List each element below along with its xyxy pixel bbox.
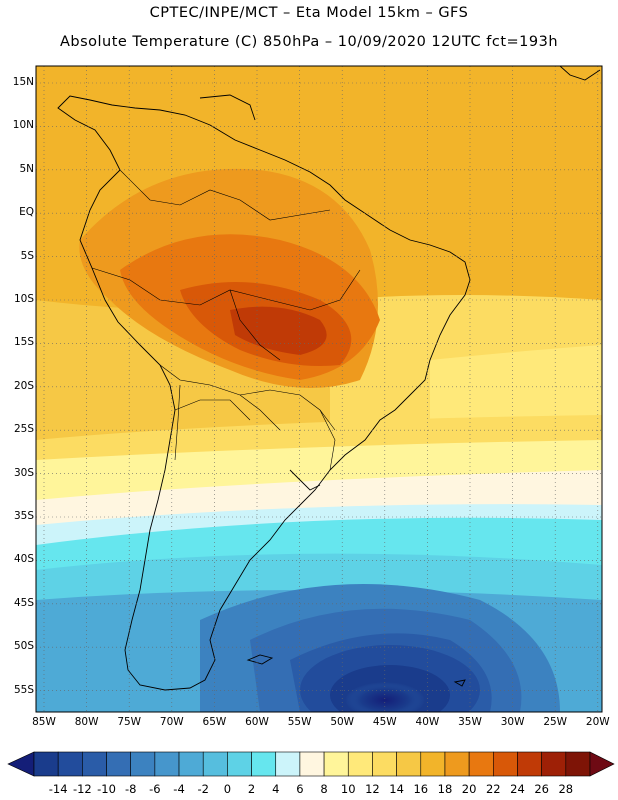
longitude-label: 70W xyxy=(159,716,184,728)
colorbar-cell xyxy=(299,751,325,777)
latitude-label: 15N xyxy=(12,76,34,88)
longitude-label: 75W xyxy=(117,716,142,728)
latitude-label: 25S xyxy=(13,423,34,436)
colorbar-tick-label: 8 xyxy=(320,782,328,796)
latitude-label: 35S xyxy=(13,510,34,522)
latitude-label: 20S xyxy=(13,379,34,392)
colorbar-tick-label: -8 xyxy=(124,782,137,796)
colorbar-tick-label: 0 xyxy=(223,782,232,796)
colorbar-over-arrow xyxy=(589,751,615,777)
colorbar-cell xyxy=(154,751,180,777)
colorbar-tick-label: 6 xyxy=(296,782,304,796)
latitude-label: 50S xyxy=(13,640,34,653)
latitude-label: EQ xyxy=(19,206,34,219)
longitude-label: 35W xyxy=(458,716,482,728)
longitude-label: 80W xyxy=(74,716,99,728)
coastline xyxy=(57,66,601,691)
colorbar-cell xyxy=(227,751,252,777)
latitude-label: 10S xyxy=(13,293,34,305)
colorbar-cell xyxy=(275,751,301,777)
map-frame xyxy=(35,65,603,713)
latitude-label: 45S xyxy=(13,596,34,609)
longitude-label: 85W xyxy=(32,716,56,728)
colorbar-tick-label: -12 xyxy=(72,782,92,796)
colorbar-tick-label: -14 xyxy=(48,782,68,796)
longitude-label: 20W xyxy=(585,716,610,728)
colorbar-cell xyxy=(517,751,542,777)
longitude-label: 40W xyxy=(415,716,440,728)
colorbar-tick-label: 4 xyxy=(272,782,280,796)
colorbar-cell xyxy=(33,751,59,777)
colorbar-cell xyxy=(493,751,518,777)
colorbar-tick-label: 24 xyxy=(510,782,525,796)
colorbar-cell xyxy=(420,751,446,777)
colorbar-tick-label: 12 xyxy=(365,782,380,796)
latitude-label: 30S xyxy=(13,466,34,479)
colorbar-cell xyxy=(57,751,83,777)
temperature-field xyxy=(36,66,602,712)
temperature-map xyxy=(35,65,603,713)
colorbar xyxy=(7,751,615,777)
colorbar-cell xyxy=(347,751,373,777)
colorbar-tick-label: 26 xyxy=(534,782,549,796)
colorbar-cell xyxy=(202,751,228,777)
colorbar-tick-label: 10 xyxy=(340,782,356,796)
colorbar-tick-label: -6 xyxy=(149,782,161,796)
colorbar-cell xyxy=(396,751,422,777)
colorbar-cell xyxy=(565,751,591,777)
longitude-label: 55W xyxy=(287,716,312,728)
map-subtitle: Absolute Temperature (C) 850hPa – 10/09/… xyxy=(59,34,559,50)
colorbar-tick-label: 20 xyxy=(461,782,477,796)
country-borders xyxy=(91,169,361,471)
colorbar-tick-label: 14 xyxy=(389,782,404,796)
colorbar-cell xyxy=(444,751,470,777)
colorbar-tick-label: -2 xyxy=(197,782,209,796)
colorbar-tick-label: 18 xyxy=(437,782,453,796)
colorbar-tick-label: 2 xyxy=(247,782,256,796)
colorbar-tick-label: -4 xyxy=(173,782,185,796)
colorbar-tick-label: 28 xyxy=(558,782,574,796)
longitude-label: 25W xyxy=(543,716,568,728)
colorbar-cell xyxy=(106,751,131,777)
latitude-label: 5S xyxy=(20,249,34,262)
colorbar-cell xyxy=(541,751,567,777)
colorbar-cell xyxy=(178,751,204,777)
latitude-label: 55S xyxy=(13,683,34,696)
colorbar-under-arrow xyxy=(7,751,35,777)
latitude-label: 40S xyxy=(13,553,34,566)
longitude-label: 60W xyxy=(245,716,269,728)
colorbar-cell xyxy=(323,751,349,777)
colorbar-tick-label: 22 xyxy=(485,782,501,796)
map-title: CPTEC/INPE/MCT – Eta Model 15km – GFS xyxy=(149,5,469,21)
colorbar-cell xyxy=(130,751,156,777)
colorbar-tick-label: 16 xyxy=(413,782,429,796)
colorbar-cell xyxy=(82,751,107,777)
longitude-label: 45W xyxy=(372,716,397,728)
colorbar-cell xyxy=(251,751,277,777)
colorbar-tick-label: -10 xyxy=(97,782,116,796)
latitude-label: 15S xyxy=(13,336,34,349)
colorbar-cell xyxy=(468,751,494,777)
latitude-label: 10N xyxy=(12,119,34,132)
longitude-label: 50W xyxy=(330,716,355,728)
latitude-label: 5N xyxy=(19,162,34,175)
longitude-label: 65W xyxy=(202,716,227,728)
colorbar-cell xyxy=(372,751,397,777)
longitude-label: 30W xyxy=(500,716,525,728)
